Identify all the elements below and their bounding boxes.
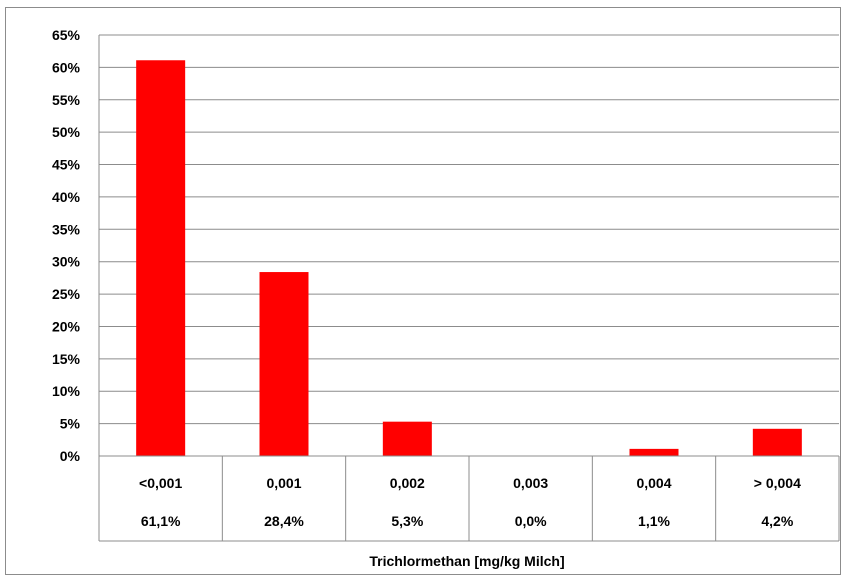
y-tick-label: 65% <box>52 27 81 43</box>
y-axis-ticks: 0% 5% 10% 15% 20% 25% 30% 35% 40% 45% 50% 55% 60% 65% <box>52 27 81 464</box>
y-tick-label: 40% <box>52 189 81 205</box>
value-label: 5,3% <box>391 513 423 529</box>
value-label: 61,1% <box>141 513 181 529</box>
category-label: 0,004 <box>636 475 671 491</box>
gridlines <box>99 34 839 425</box>
y-tick-label: 55% <box>52 92 81 108</box>
y-tick-label: 60% <box>52 59 81 75</box>
y-tick-label: 30% <box>52 254 81 270</box>
bars <box>136 60 802 456</box>
y-tick-label: 20% <box>52 318 81 334</box>
category-label: > 0,004 <box>754 475 801 491</box>
category-label: 0,002 <box>390 475 425 491</box>
data-table: <0,001 61,1% 0,001 28,4% 0,002 5,3% 0,003 0,0% 0… <box>98 35 840 542</box>
value-label: 1,1% <box>638 513 670 529</box>
bar <box>629 448 679 456</box>
y-tick-label: 10% <box>52 383 81 399</box>
y-tick-label: 45% <box>52 157 81 173</box>
y-tick-label: 15% <box>52 351 81 367</box>
y-tick-label: 35% <box>52 221 81 237</box>
bar <box>259 272 309 456</box>
category-label: 0,001 <box>266 475 301 491</box>
category-label: 0,003 <box>513 475 548 491</box>
value-label: 4,2% <box>761 513 793 529</box>
bar <box>752 428 802 456</box>
y-tick-label: 0% <box>60 448 81 464</box>
category-label: <0,001 <box>139 475 182 491</box>
bar <box>382 421 432 456</box>
bar <box>136 60 186 456</box>
x-axis-label: Trichlormethan [mg/kg Milch] <box>369 553 564 569</box>
y-tick-label: 25% <box>52 286 81 302</box>
y-tick-label: 5% <box>60 416 81 432</box>
y-tick-label: 50% <box>52 124 81 140</box>
value-label: 28,4% <box>264 513 304 529</box>
value-label: 0,0% <box>515 513 547 529</box>
